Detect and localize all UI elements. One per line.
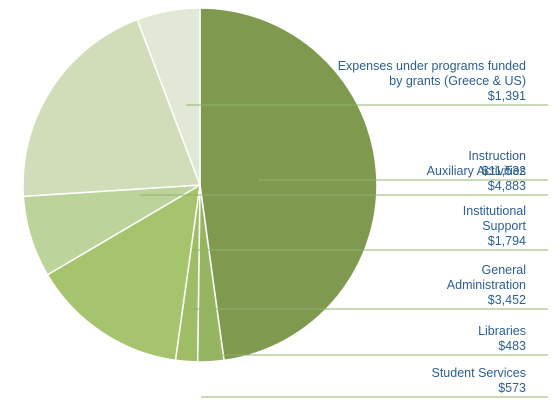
slice-label-1-line-0: Student Services: [432, 366, 527, 380]
slice-label-5-line-0: Auxiliary Activities: [427, 164, 526, 178]
slice-label-4-line-1: Support: [482, 219, 526, 233]
slice-label-3-line-1: Administration: [447, 278, 526, 292]
slice-label-6-line-1: by grants (Greece & US): [389, 74, 526, 88]
slice-label-0-line-0: Instruction: [468, 149, 526, 163]
pie-slice-6: [136, 7, 201, 186]
slice-labels: Instruction$11,532 Student Services$573 Li…: [338, 59, 527, 395]
pie-slice-3: [46, 183, 201, 362]
slice-label-3-line-0: General: [482, 263, 526, 277]
slice-value-label-3: $3,452: [488, 293, 526, 307]
pie-slice-0: [199, 7, 378, 362]
slice-label-2-line-0: Libraries: [478, 324, 526, 338]
slice-value-label-5: $4,883: [488, 179, 526, 193]
slice-label-4-line-0: Institutional: [463, 204, 526, 218]
pie-slice-5: [22, 18, 202, 198]
slice-value-label-4: $1,794: [488, 234, 526, 248]
slice-value-label-1: $573: [498, 381, 526, 395]
pie-slices: [22, 7, 378, 363]
slice-value-label-2: $483: [498, 339, 526, 353]
slice-value-label-6: $1,391: [488, 89, 526, 103]
slice-value-label-0: $11,532: [482, 164, 526, 178]
leader-lines: [140, 104, 548, 398]
slice-label-6-line-0: Expenses under programs funded: [338, 59, 526, 73]
